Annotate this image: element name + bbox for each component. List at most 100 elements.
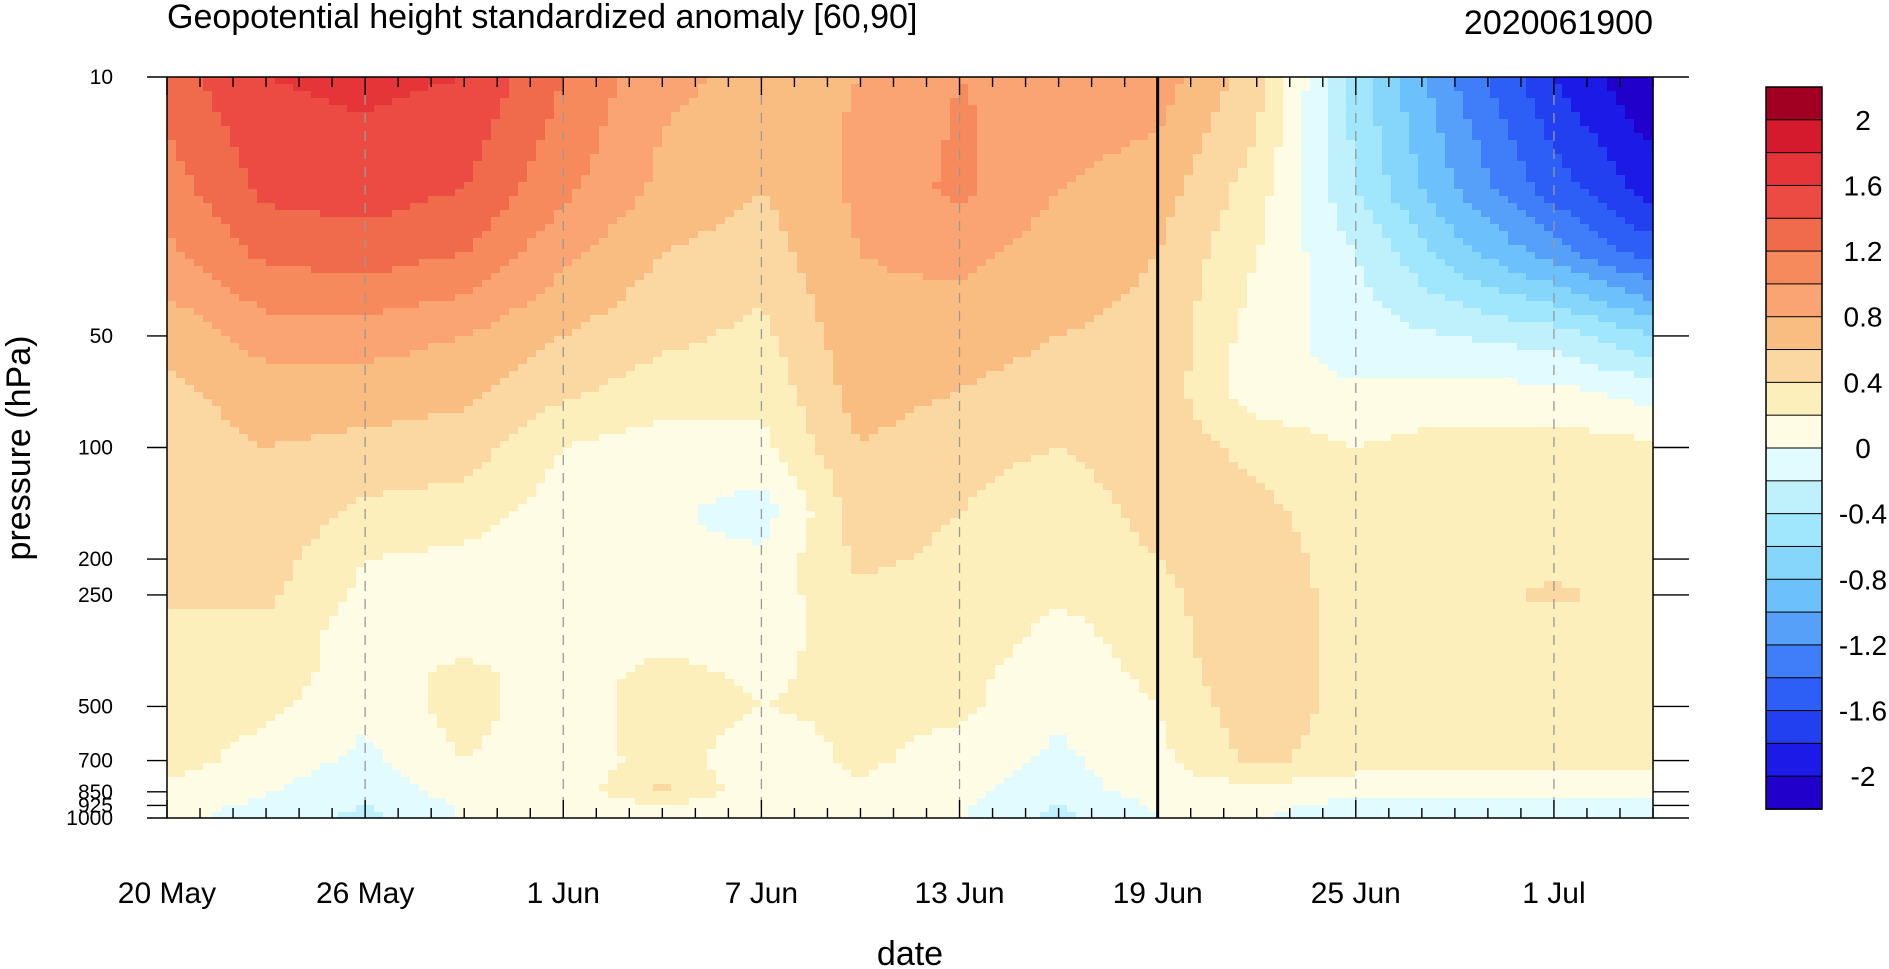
field-cell — [203, 287, 213, 295]
field-cell — [707, 273, 717, 281]
field-cell — [554, 238, 564, 246]
field-cell — [1130, 203, 1140, 211]
field-cell — [1085, 84, 1095, 92]
field-cell — [1508, 133, 1518, 141]
field-cell — [437, 126, 447, 134]
field-cell — [365, 196, 375, 204]
field-cell — [167, 224, 177, 232]
field-cell — [1508, 147, 1518, 155]
field-cell — [1166, 224, 1176, 232]
field-cell — [212, 126, 222, 134]
field-cell — [1220, 84, 1230, 92]
field-cell — [311, 168, 321, 176]
field-cell — [932, 182, 942, 190]
field-cell — [878, 77, 888, 85]
field-cell — [1535, 266, 1545, 274]
field-cell — [311, 238, 321, 246]
field-cell — [500, 280, 510, 288]
field-cell — [266, 280, 276, 288]
field-cell — [356, 119, 366, 127]
field-cell — [527, 112, 537, 120]
field-cell — [752, 140, 762, 148]
field-cell — [401, 168, 411, 176]
field-cell — [797, 266, 807, 274]
field-cell — [392, 189, 402, 197]
field-cell — [815, 189, 825, 197]
field-cell — [446, 245, 456, 253]
field-cell — [725, 112, 735, 120]
field-cell — [635, 245, 645, 253]
field-cell — [527, 280, 537, 288]
field-cell — [968, 182, 978, 190]
field-cell — [1166, 203, 1176, 211]
field-cell — [1553, 252, 1563, 260]
field-cell — [734, 119, 744, 127]
field-cell — [248, 287, 258, 295]
field-cell — [923, 259, 933, 267]
field-cell — [1589, 238, 1599, 246]
field-cell — [1202, 217, 1212, 225]
field-cell — [1238, 175, 1248, 183]
field-cell — [599, 217, 609, 225]
field-cell — [365, 91, 375, 99]
field-cell — [1229, 161, 1239, 169]
field-cell — [1616, 259, 1626, 267]
field-cell — [338, 217, 348, 225]
field-cell — [1445, 154, 1455, 162]
field-cell — [311, 252, 321, 260]
field-cell — [1022, 231, 1032, 239]
field-cell — [239, 182, 249, 190]
field-cell — [482, 84, 492, 92]
field-cell — [1373, 280, 1383, 288]
field-cell — [473, 77, 483, 85]
field-cell — [1400, 238, 1410, 246]
field-cell — [1256, 91, 1266, 99]
field-cell — [995, 196, 1005, 204]
field-cell — [1445, 231, 1455, 239]
field-cell — [1157, 245, 1167, 253]
field-cell — [1463, 133, 1473, 141]
field-cell — [770, 98, 780, 106]
field-cell — [1229, 273, 1239, 281]
field-cell — [491, 196, 501, 204]
field-cell — [1292, 210, 1302, 218]
field-cell — [374, 112, 384, 120]
field-cell — [572, 140, 582, 148]
field-cell — [716, 217, 726, 225]
field-cell — [671, 126, 681, 134]
field-cell — [860, 77, 870, 85]
field-cell — [419, 105, 429, 113]
field-cell — [1265, 280, 1275, 288]
field-cell — [1400, 266, 1410, 274]
field-cell — [1049, 154, 1059, 162]
field-cell — [239, 140, 249, 148]
field-cell — [1427, 252, 1437, 260]
field-cell — [221, 217, 231, 225]
field-cell — [1112, 210, 1122, 218]
field-cell — [1337, 112, 1347, 120]
field-cell — [248, 77, 258, 85]
field-cell — [1328, 252, 1338, 260]
field-cell — [1517, 154, 1527, 162]
field-cell — [275, 119, 285, 127]
field-cell — [410, 266, 420, 274]
field-cell — [1517, 273, 1527, 281]
field-cell — [230, 189, 240, 197]
field-cell — [392, 175, 402, 183]
field-cell — [176, 238, 186, 246]
field-cell — [905, 98, 915, 106]
field-cell — [563, 133, 573, 141]
field-cell — [482, 175, 492, 183]
field-cell — [392, 217, 402, 225]
field-cell — [590, 126, 600, 134]
field-cell — [878, 273, 888, 281]
field-cell — [1121, 231, 1131, 239]
field-cell — [1085, 245, 1095, 253]
field-cell — [878, 91, 888, 99]
field-cell — [221, 119, 231, 127]
field-cell — [716, 224, 726, 232]
field-cell — [1436, 140, 1446, 148]
field-cell — [680, 210, 690, 218]
field-cell — [1355, 252, 1365, 260]
field-cell — [869, 168, 879, 176]
